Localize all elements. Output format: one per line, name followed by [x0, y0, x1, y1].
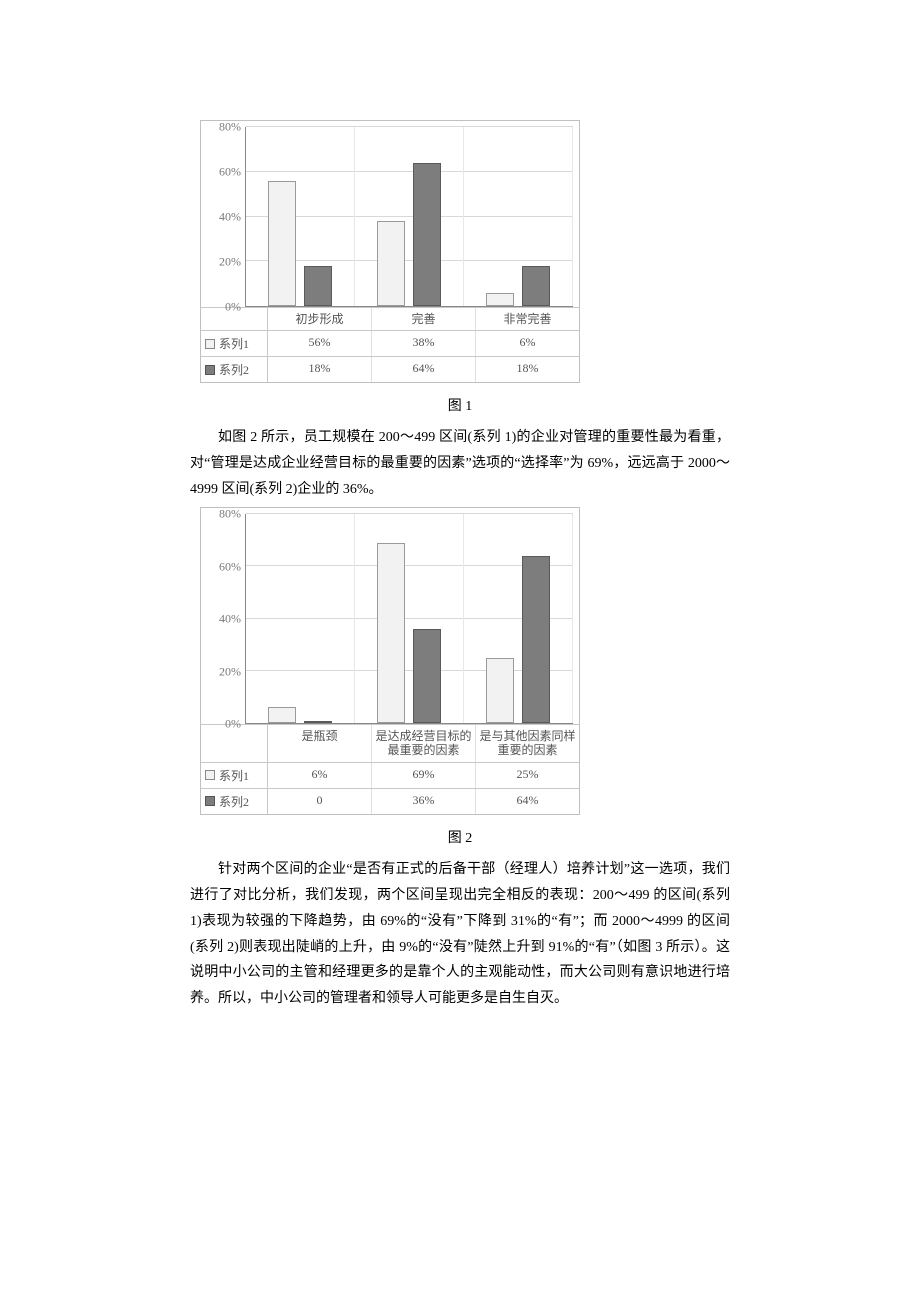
chart-1-bars — [245, 127, 573, 307]
y-tick: 40% — [219, 612, 241, 627]
bar-group — [246, 127, 355, 306]
bar-series1 — [377, 221, 405, 306]
legend-series2: 系列2 — [201, 789, 268, 814]
legend-series2: 系列2 — [201, 357, 268, 382]
data-cell: 56% — [268, 331, 372, 356]
swatch-icon — [205, 770, 215, 780]
category-label: 是瓶颈 — [268, 725, 372, 762]
data-cell: 36% — [372, 789, 476, 814]
bar-group — [355, 127, 464, 306]
chart-2-series1-row: 系列1 6% 69% 25% — [201, 762, 579, 788]
chart-1-caption: 图 1 — [190, 395, 730, 415]
bar-series1 — [268, 181, 296, 306]
bar-series2 — [413, 629, 441, 723]
y-tick: 80% — [219, 507, 241, 522]
data-cell: 18% — [268, 357, 372, 382]
category-label: 是达成经营目标的最重要的因素 — [372, 725, 476, 762]
category-label: 完善 — [372, 308, 476, 330]
data-cell: 64% — [372, 357, 476, 382]
y-tick: 40% — [219, 210, 241, 225]
bar-series1 — [486, 658, 514, 723]
data-cell: 69% — [372, 763, 476, 788]
category-label: 非常完善 — [476, 308, 579, 330]
data-cell: 18% — [476, 357, 579, 382]
y-tick: 60% — [219, 559, 241, 574]
bar-group — [464, 514, 573, 723]
legend-series1: 系列1 — [201, 763, 268, 788]
chart-2-plot: 0% 20% 40% 60% 80% — [201, 508, 579, 724]
category-label: 是与其他因素同样重要的因素 — [476, 725, 579, 762]
swatch-icon — [205, 796, 215, 806]
chart-1-series1-row: 系列1 56% 38% 6% — [201, 330, 579, 356]
y-tick: 20% — [219, 255, 241, 270]
bar-series1 — [486, 293, 514, 306]
y-tick: 20% — [219, 664, 241, 679]
series-name: 系列2 — [219, 361, 249, 378]
data-cell: 6% — [268, 763, 372, 788]
chart-2: 0% 20% 40% 60% 80% — [190, 507, 730, 847]
series-name: 系列1 — [219, 335, 249, 352]
chart-2-y-axis: 0% 20% 40% 60% 80% — [207, 514, 245, 724]
bar-series1 — [377, 543, 405, 723]
category-label: 初步形成 — [268, 308, 372, 330]
chart-1-category-row: 初步形成 完善 非常完善 — [201, 307, 579, 330]
document-page: 0% 20% 40% 60% 80% — [0, 0, 920, 1216]
y-tick: 60% — [219, 165, 241, 180]
chart-1-y-axis: 0% 20% 40% 60% 80% — [207, 127, 245, 307]
paragraph-2: 针对两个区间的企业“是否有正式的后备干部（经理人）培养计划”这一选项，我们进行了… — [190, 857, 730, 1012]
paragraph-1: 如图 2 所示，员工规模在 200～499 区间(系列 1)的企业对管理的重要性… — [190, 425, 730, 503]
chart-2-series2-row: 系列2 0 36% 64% — [201, 788, 579, 814]
data-cell: 25% — [476, 763, 579, 788]
chart-1-plot: 0% 20% 40% 60% 80% — [201, 121, 579, 307]
swatch-icon — [205, 365, 215, 375]
bar-series2 — [522, 556, 550, 723]
y-tick: 80% — [219, 120, 241, 135]
series-name: 系列2 — [219, 793, 249, 810]
data-cell: 0 — [268, 789, 372, 814]
bar-group — [355, 514, 464, 723]
chart-1: 0% 20% 40% 60% 80% — [190, 120, 730, 415]
chart-2-box: 0% 20% 40% 60% 80% — [200, 507, 580, 815]
chart-2-bars — [245, 514, 573, 724]
bar-group — [464, 127, 573, 306]
bar-series2 — [304, 721, 332, 723]
data-cell: 38% — [372, 331, 476, 356]
y-tick: 0% — [225, 300, 241, 315]
data-cell: 6% — [476, 331, 579, 356]
chart-2-category-row: 是瓶颈 是达成经营目标的最重要的因素 是与其他因素同样重要的因素 — [201, 724, 579, 762]
bar-series2 — [304, 266, 332, 306]
bar-series2 — [522, 266, 550, 306]
bar-series1 — [268, 707, 296, 723]
data-cell: 64% — [476, 789, 579, 814]
chart-2-caption: 图 2 — [190, 827, 730, 847]
y-tick: 0% — [225, 717, 241, 732]
legend-series1: 系列1 — [201, 331, 268, 356]
chart-1-series2-row: 系列2 18% 64% 18% — [201, 356, 579, 382]
series-name: 系列1 — [219, 767, 249, 784]
bar-series2 — [413, 163, 441, 306]
bar-group — [246, 514, 355, 723]
swatch-icon — [205, 339, 215, 349]
chart-1-box: 0% 20% 40% 60% 80% — [200, 120, 580, 383]
